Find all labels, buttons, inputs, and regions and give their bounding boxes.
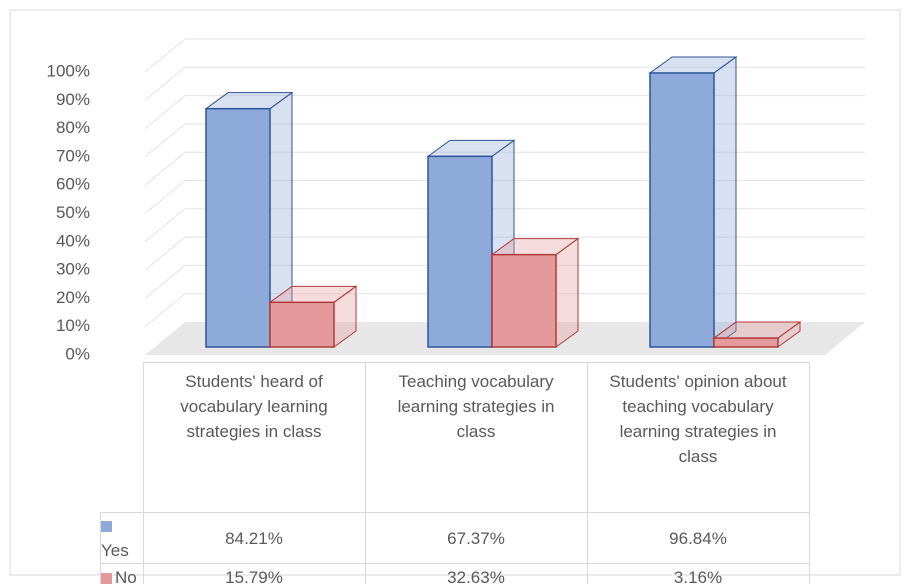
legend-label: Yes bbox=[101, 541, 129, 560]
category-label: Teaching vocabulary learning strategies … bbox=[397, 372, 555, 441]
data-table: Students' heard of vocabulary learning s… bbox=[100, 362, 810, 584]
grid-line bbox=[144, 293, 865, 328]
grid-line bbox=[144, 66, 865, 101]
value-cell: 15.79% bbox=[142, 563, 366, 584]
value-cell: 96.84% bbox=[586, 512, 810, 564]
category-cell: Students' opinion about teaching vocabul… bbox=[586, 362, 810, 513]
category-label: Students' opinion about teaching vocabul… bbox=[609, 372, 787, 466]
bar bbox=[269, 301, 335, 348]
grid-line bbox=[144, 38, 865, 73]
y-tick-label: 0% bbox=[65, 344, 90, 363]
y-tick-label: 30% bbox=[56, 260, 90, 279]
category-label: Students' heard of vocabulary learning s… bbox=[180, 372, 328, 441]
legend-cell: Yes bbox=[100, 512, 144, 564]
category-cell: Students' heard of vocabulary learning s… bbox=[142, 362, 366, 513]
grid-line bbox=[144, 208, 865, 243]
value-cell: 3.16% bbox=[586, 563, 810, 584]
y-tick-label: 40% bbox=[56, 231, 90, 250]
value-cell: 32.63% bbox=[364, 563, 588, 584]
legend-swatch bbox=[101, 521, 112, 533]
y-tick-label: 90% bbox=[56, 90, 90, 109]
bar bbox=[205, 107, 271, 348]
bar bbox=[491, 253, 557, 348]
grid-line bbox=[144, 264, 865, 299]
bar-side bbox=[555, 237, 579, 348]
table-header-row: Students' heard of vocabulary learning s… bbox=[100, 362, 810, 513]
grid-line bbox=[144, 151, 865, 186]
series-row: Yes 84.21% 67.37% 96.84% bbox=[100, 512, 810, 564]
legend-cell: No bbox=[100, 563, 144, 584]
y-tick-label: 70% bbox=[56, 146, 90, 165]
legend-label: No bbox=[115, 568, 137, 584]
bar bbox=[427, 155, 493, 348]
value-cell: 84.21% bbox=[142, 512, 366, 564]
grid-line bbox=[144, 236, 865, 271]
series-row: No 15.79% 32.63% 3.16% bbox=[100, 563, 810, 584]
grid-line bbox=[144, 180, 865, 214]
y-tick-label: 100% bbox=[47, 61, 90, 80]
y-tick-label: 80% bbox=[56, 118, 90, 137]
bar-side bbox=[713, 55, 737, 348]
y-tick-label: 20% bbox=[56, 288, 90, 307]
bar bbox=[713, 337, 779, 348]
value-cell: 67.37% bbox=[364, 512, 588, 564]
grid-line bbox=[144, 123, 865, 158]
grid-line bbox=[144, 95, 865, 129]
y-tick-label: 50% bbox=[56, 203, 90, 222]
bar bbox=[649, 72, 715, 348]
category-cell: Teaching vocabulary learning strategies … bbox=[364, 362, 588, 513]
y-tick-label: 10% bbox=[56, 316, 90, 335]
legend-swatch bbox=[101, 573, 112, 584]
y-tick-label: 60% bbox=[56, 175, 90, 194]
corner-cell bbox=[100, 362, 144, 513]
